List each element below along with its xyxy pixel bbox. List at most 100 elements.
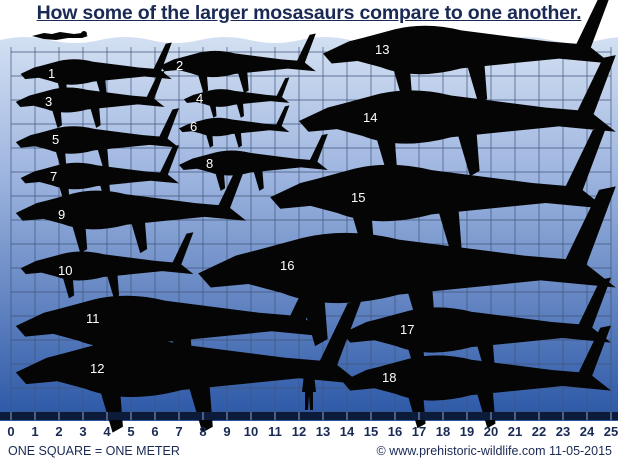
mosasaur-body [179, 133, 328, 176]
rear-flipper [467, 62, 488, 104]
mosasaur-body [270, 127, 607, 222]
mosasaur-9 [15, 164, 247, 254]
axis-tick-label: 12 [292, 424, 306, 439]
mosasaur-body [15, 261, 328, 349]
mosasaur-13 [323, 0, 611, 104]
rear-flipper [236, 102, 244, 118]
rear-flipper [237, 70, 249, 94]
axis-tick-label: 24 [580, 424, 595, 439]
axis-tick-label: 5 [127, 424, 134, 439]
swimmer-silhouette [32, 31, 88, 40]
rear-flipper [90, 106, 101, 128]
mosasaur-body [299, 55, 616, 144]
axis-tick-label: 9 [223, 424, 230, 439]
mosasaur-number: 5 [52, 132, 59, 147]
axis-tick-label: 8 [199, 424, 206, 439]
front-flipper [214, 169, 226, 191]
credit-caption: © www.prehistoric-wildlife.com 11-05-201… [376, 444, 612, 458]
axis-tick-label: 6 [151, 424, 158, 439]
mosasaur-body [15, 300, 362, 398]
axis-tick-label: 23 [556, 424, 570, 439]
front-flipper [209, 102, 217, 118]
rear-flipper [188, 382, 213, 433]
mosasaur-number: 15 [351, 190, 365, 205]
mosasaur-2 [159, 33, 316, 94]
axis-tick-label: 21 [508, 424, 522, 439]
axis-tick-label: 13 [316, 424, 330, 439]
mosasaur-number: 9 [58, 207, 65, 222]
axis-tick-label: 17 [412, 424, 426, 439]
mosasaur-15 [270, 127, 607, 256]
mosasaur-number: 3 [45, 94, 52, 109]
axis-tick-label: 3 [79, 424, 86, 439]
mosasaur-body [15, 70, 165, 113]
rear-flipper [107, 273, 120, 299]
mosasaur-number: 14 [363, 110, 377, 125]
axis-tick-label: 0 [7, 424, 14, 439]
front-flipper [197, 70, 209, 94]
mosasaur-10 [20, 232, 194, 299]
axis-tick-label: 11 [268, 424, 282, 439]
mosasaur-number: 16 [280, 258, 294, 273]
rear-flipper [131, 219, 148, 254]
mosasaur-number: 6 [190, 119, 197, 134]
mosasaur-number: 12 [90, 361, 104, 376]
mosasaur-number: 8 [206, 156, 213, 171]
rear-flipper [457, 130, 480, 177]
scale-caption: ONE SQUARE = ONE METER [8, 444, 180, 458]
mosasaur-number: 11 [86, 311, 100, 326]
meter-axis: 0 1 2 3 4 5 6 7 8 9 10 11 12 13 14 15 16 17 18 19 20 21 22 23 24… [0, 412, 618, 439]
mosasaur-number: 4 [196, 91, 203, 106]
rear-flipper [234, 131, 242, 148]
front-flipper [71, 219, 88, 254]
axis-tick-label: 2 [55, 424, 62, 439]
mosasaur-number: 17 [400, 322, 414, 337]
rear-flipper [438, 207, 462, 256]
mosasaur-3 [15, 70, 165, 128]
mosasaur-number: 13 [375, 42, 389, 57]
chart-title: How some of the larger mosasaurs compare… [36, 2, 582, 24]
mosasaur-number: 7 [50, 169, 57, 184]
mosasaur-body [15, 164, 247, 230]
axis-tick-label: 15 [364, 424, 378, 439]
axis-tick-label: 7 [175, 424, 182, 439]
axis-tick-label: 4 [103, 424, 111, 439]
mosasaur-number: 10 [58, 263, 72, 278]
mosasaur-body [198, 186, 616, 304]
axis-tick-label: 25 [604, 424, 618, 439]
axis-tick-label: 16 [388, 424, 402, 439]
front-flipper [205, 131, 214, 148]
mosasaur-body [20, 145, 179, 190]
front-flipper [51, 106, 62, 128]
axis-tick-label: 18 [436, 424, 450, 439]
axis-tick-label: 10 [244, 424, 258, 439]
ruler-bar [0, 412, 618, 420]
mosasaur-number: 18 [382, 370, 396, 385]
front-flipper [298, 285, 328, 347]
mosasaur-body [323, 0, 611, 75]
mosasaur-6 [179, 105, 290, 148]
mosasaur-number: 2 [176, 58, 183, 73]
axis-tick-label: 19 [460, 424, 474, 439]
mosasaur-body [15, 108, 179, 154]
axis-tick-label: 22 [532, 424, 546, 439]
axis-tick-label: 1 [31, 424, 38, 439]
rear-flipper [97, 146, 109, 171]
mosasaur-4 [183, 77, 290, 118]
mosasaur-body [183, 77, 290, 107]
mosasaur-body [342, 277, 611, 353]
front-flipper [98, 382, 123, 433]
mosasaur-number: 1 [48, 66, 55, 81]
front-flipper [62, 273, 75, 299]
mosasaur-12 [15, 300, 362, 433]
mosasaur-body [342, 325, 611, 401]
mosasaur-8 [179, 133, 328, 191]
mosasaur-body [159, 33, 316, 78]
mosasaur-body [20, 42, 172, 85]
mosasaur-body [179, 105, 290, 137]
rear-flipper [253, 169, 264, 191]
axis-tick-label: 14 [340, 424, 355, 439]
